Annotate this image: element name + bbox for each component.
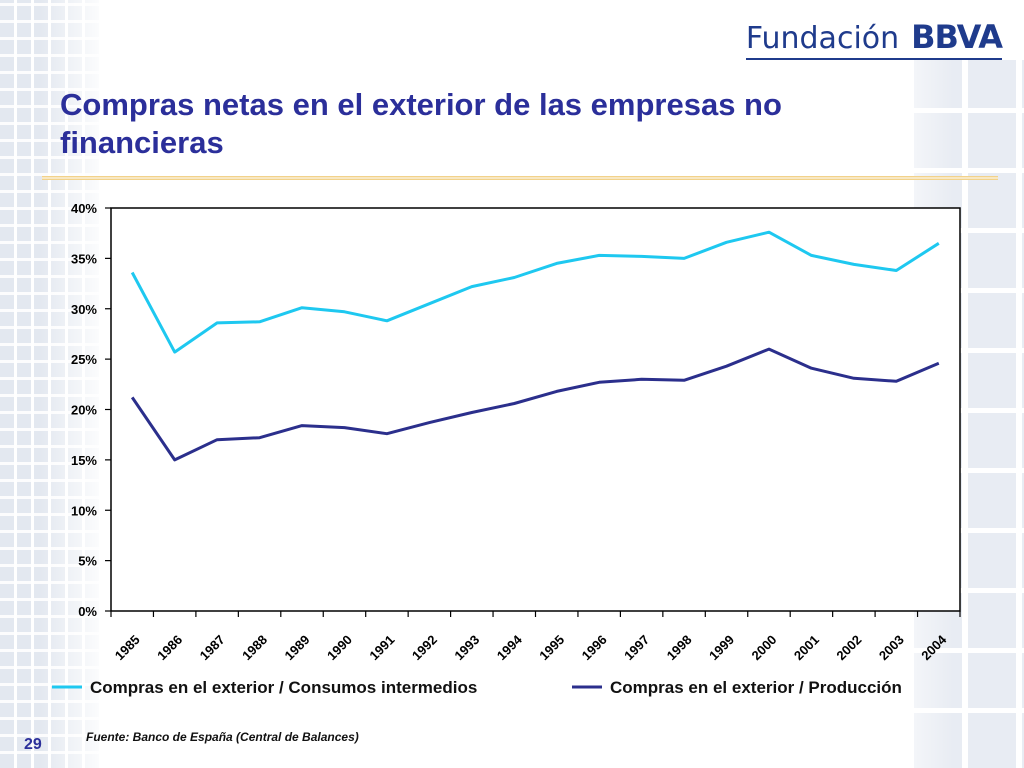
logo-text-bbva: BBVA [911, 18, 1003, 56]
y-tick-label: 20% [71, 403, 97, 418]
decorative-fade-left [40, 0, 120, 768]
logo-text-fundacion: Fundación [745, 21, 900, 56]
page-number: 29 [24, 736, 42, 753]
y-tick-label: 10% [71, 503, 97, 518]
x-tick-label: 1991 [366, 632, 397, 663]
x-tick-label: 1989 [282, 632, 313, 663]
x-tick-label: 2004 [918, 632, 950, 664]
x-tick-label: 1993 [451, 632, 482, 663]
series-line-1 [130, 230, 940, 354]
source-note: Fuente: Banco de España (Central de Bala… [86, 730, 359, 744]
x-tick-label: 1985 [112, 632, 143, 663]
x-tick-label: 2002 [833, 632, 864, 663]
x-tick-label: 2000 [748, 632, 779, 663]
y-tick-label: 15% [71, 453, 97, 468]
y-tick-label: 40% [71, 201, 97, 216]
fundacion-bbva-logo: Fundación BBVA [745, 8, 1003, 60]
y-tick-label: 5% [78, 554, 97, 569]
x-tick-label: 1997 [621, 632, 652, 663]
y-tick-label: 35% [71, 251, 97, 266]
x-tick-label: 1987 [197, 632, 228, 663]
y-tick-label: 25% [71, 352, 97, 367]
x-tick-label: 1995 [536, 632, 567, 663]
x-tick-label: 2001 [791, 632, 822, 663]
slide-title: Compras netas en el exterior de las empr… [60, 87, 782, 160]
x-tick-label: 1996 [579, 632, 610, 663]
y-tick-label: 0% [78, 604, 97, 619]
x-tick-label: 1994 [494, 632, 526, 664]
x-tick-label: 1992 [409, 632, 440, 663]
x-tick-label: 1988 [239, 632, 270, 663]
title-divider [42, 176, 998, 180]
series-line-2 [130, 347, 940, 462]
x-tick-label: 1998 [664, 632, 695, 663]
x-tick-label: 1999 [706, 632, 737, 663]
legend-label-1: Compras en el exterior / Consumos interm… [90, 678, 477, 697]
legend-label-2: Compras en el exterior / Producción [610, 678, 902, 697]
y-tick-label: 30% [71, 302, 97, 317]
x-tick-label: 2003 [876, 632, 907, 663]
x-tick-label: 1990 [324, 632, 355, 663]
x-tick-label: 1986 [154, 632, 185, 663]
plot-area [110, 207, 961, 612]
